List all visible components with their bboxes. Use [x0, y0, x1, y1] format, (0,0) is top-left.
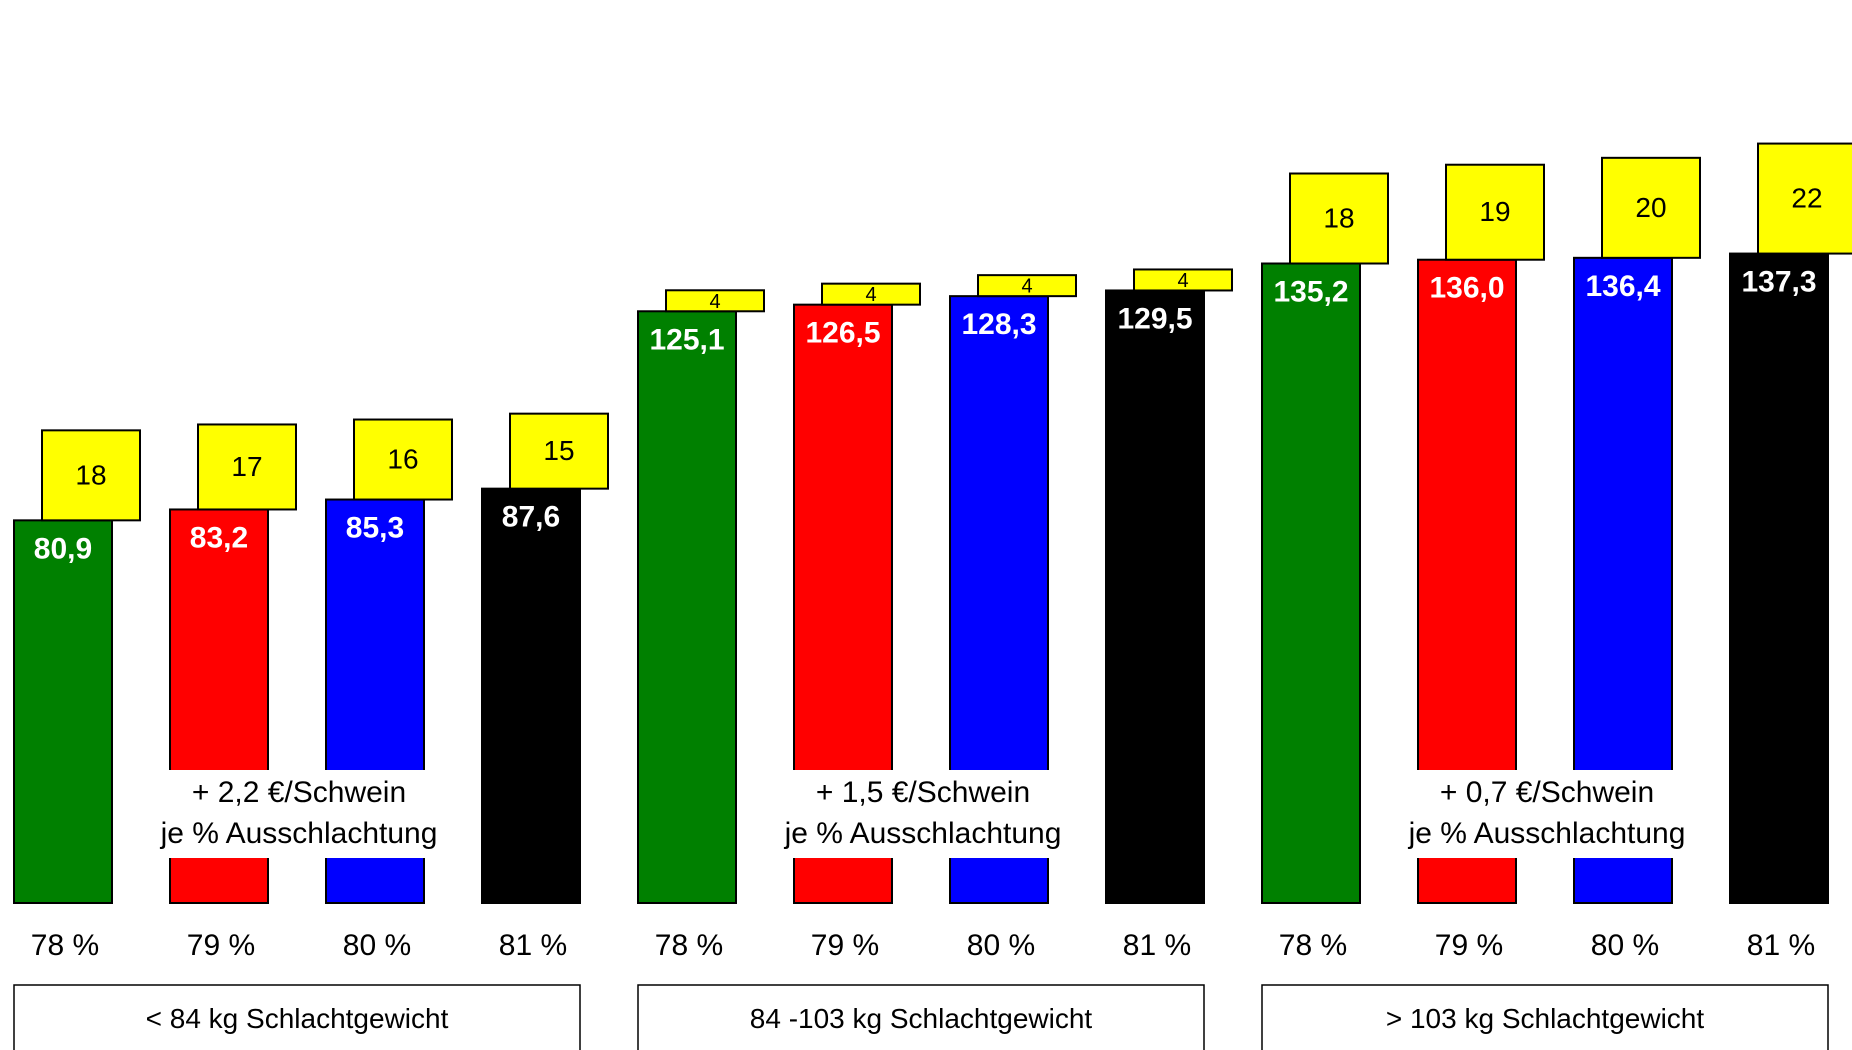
extra-label-1-3: 16	[387, 444, 418, 475]
tick-label-3-4: 81 %	[1747, 929, 1815, 962]
value-label-1-2: 83,2	[190, 521, 248, 554]
group-label-box-2	[637, 984, 1205, 1050]
extra-label-1-1: 18	[75, 459, 106, 490]
extra-box-3-4	[1757, 142, 1852, 255]
value-label-1-3: 85,3	[346, 512, 404, 545]
extra-label-3-2: 19	[1479, 196, 1510, 227]
group-label-2: 84 -103 kg Schlachtgewicht	[750, 1003, 1093, 1034]
extra-label-3-4: 22	[1791, 183, 1822, 214]
extra-box-2-1	[665, 289, 765, 313]
value-label-3-1: 135,2	[1273, 276, 1348, 309]
tick-label-2-2: 79 %	[811, 929, 879, 962]
tick-label-1-1: 78 %	[31, 929, 99, 962]
tick-label-1-4: 81 %	[499, 929, 567, 962]
extra-label-2-2: 4	[865, 284, 876, 306]
extra-box-3-3	[1601, 156, 1701, 259]
tick-label-1-3: 80 %	[343, 929, 411, 962]
group-label-box-3	[1261, 984, 1829, 1050]
extra-box-3-1	[1289, 172, 1389, 265]
annotation-box-2	[774, 770, 1072, 858]
bar-2-1	[637, 310, 737, 905]
extra-box-2-3	[977, 274, 1077, 298]
value-label-1-4: 87,6	[502, 501, 560, 534]
value-label-2-1: 125,1	[649, 323, 724, 356]
bar-3-1	[1261, 262, 1361, 904]
extra-label-1-4: 15	[543, 435, 574, 466]
bar-2-4	[1105, 289, 1205, 904]
tick-label-3-2: 79 %	[1435, 929, 1503, 962]
extra-box-2-2	[821, 282, 921, 306]
group-label-box-1	[13, 984, 581, 1050]
annotation-line1-3: + 0,7 €/Schwein	[1440, 776, 1654, 809]
annotation-line1-2: + 1,5 €/Schwein	[816, 776, 1030, 809]
value-label-2-4: 129,5	[1117, 302, 1192, 335]
annotation-line1-1: + 2,2 €/Schwein	[192, 776, 406, 809]
extra-label-2-1: 4	[709, 291, 720, 313]
group-label-3: > 103 kg Schlachtgewicht	[1386, 1003, 1705, 1034]
extra-box-1-1	[41, 429, 141, 522]
tick-label-3-1: 78 %	[1279, 929, 1347, 962]
extra-box-3-2	[1445, 163, 1545, 261]
value-label-3-3: 136,4	[1585, 270, 1660, 303]
bar-3-4	[1729, 252, 1829, 905]
extra-box-1-3	[353, 418, 453, 501]
value-label-2-2: 126,5	[805, 317, 880, 350]
extra-box-1-2	[197, 423, 297, 511]
tick-label-2-1: 78 %	[655, 929, 723, 962]
tick-label-2-4: 81 %	[1123, 929, 1191, 962]
value-label-2-3: 128,3	[961, 308, 1036, 341]
annotation-box-1	[150, 770, 448, 858]
annotation-line2-2: je % Ausschlachtung	[784, 817, 1062, 850]
value-label-1-1: 80,9	[34, 532, 92, 565]
extra-box-2-4	[1133, 268, 1233, 292]
tick-label-2-3: 80 %	[967, 929, 1035, 962]
tick-label-1-2: 79 %	[187, 929, 255, 962]
extra-label-3-3: 20	[1635, 192, 1666, 223]
value-label-3-4: 137,3	[1741, 266, 1816, 299]
extra-box-1-4	[509, 412, 609, 490]
tick-label-3-3: 80 %	[1591, 929, 1659, 962]
extra-label-1-2: 17	[231, 451, 262, 482]
annotation-line2-3: je % Ausschlachtung	[1408, 817, 1686, 850]
extra-label-2-4: 4	[1177, 270, 1188, 292]
extra-label-2-3: 4	[1021, 276, 1032, 298]
value-label-3-2: 136,0	[1429, 272, 1504, 305]
bar-1-1	[13, 519, 113, 905]
annotation-box-3	[1398, 770, 1696, 858]
bar-1-4	[481, 487, 581, 904]
group-label-1: < 84 kg Schlachtgewicht	[146, 1003, 449, 1034]
extra-label-3-1: 18	[1323, 203, 1354, 234]
annotation-line2-1: je % Ausschlachtung	[160, 817, 438, 850]
